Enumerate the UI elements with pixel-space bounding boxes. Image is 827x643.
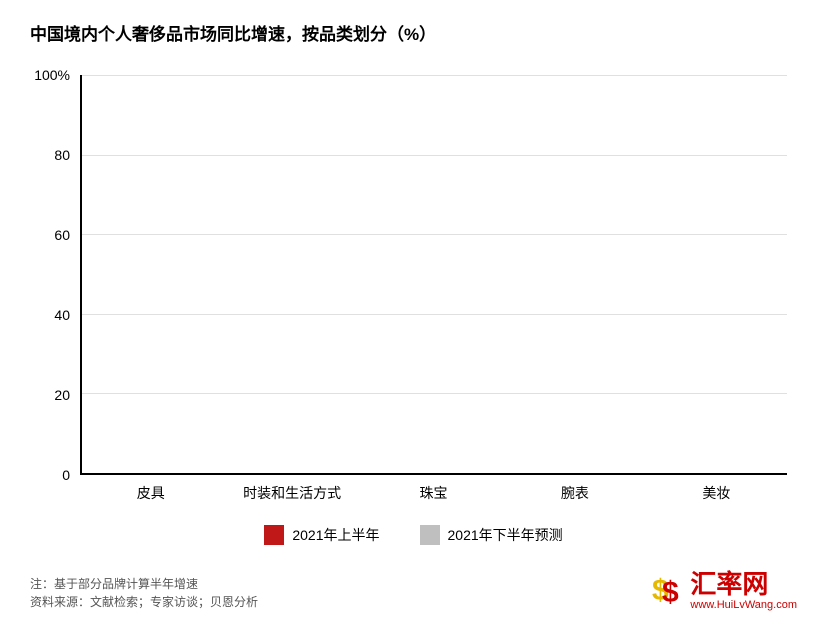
plot-area (80, 75, 787, 475)
chart-title: 中国境内个人奢侈品市场同比增速，按品类划分（%） (30, 20, 797, 45)
y-tick: 100% (34, 67, 70, 83)
y-tick: 20 (54, 387, 70, 403)
legend-item: 2021年下半年预测 (420, 525, 563, 545)
y-tick: 40 (54, 307, 70, 323)
y-axis: 020406080100% (30, 75, 75, 475)
legend-label: 2021年下半年预测 (448, 525, 563, 545)
legend-swatch (420, 525, 440, 545)
gridline (82, 314, 787, 315)
gridline (82, 393, 787, 394)
y-tick: 60 (54, 227, 70, 243)
x-label: 珠宝 (363, 483, 504, 503)
x-label: 腕表 (504, 483, 645, 503)
legend: 2021年上半年 2021年下半年预测 (30, 525, 797, 545)
note-line-2: 资料来源：文献检索；专家访谈；贝恩分析 (30, 593, 258, 611)
x-label: 皮具 (80, 483, 221, 503)
gridline (82, 75, 787, 76)
x-axis-labels: 皮具时装和生活方式珠宝腕表美妆 (80, 483, 787, 503)
svg-text:$: $ (662, 576, 679, 609)
watermark-cn: 汇率网 (690, 570, 797, 599)
legend-item: 2021年上半年 (264, 525, 379, 545)
chart-area: 020406080100% 皮具时装和生活方式珠宝腕表美妆 (80, 75, 787, 475)
footer: 注：基于部分品牌计算半年增速 资料来源：文献检索；专家访谈；贝恩分析 $ $ 汇… (30, 570, 797, 611)
note-line-1: 注：基于部分品牌计算半年增速 (30, 575, 258, 593)
gridline (82, 155, 787, 156)
gridline (82, 234, 787, 235)
legend-label: 2021年上半年 (292, 525, 379, 545)
footnotes: 注：基于部分品牌计算半年增速 资料来源：文献检索；专家访谈；贝恩分析 (30, 575, 258, 611)
legend-swatch (264, 525, 284, 545)
bars-container (82, 75, 787, 473)
y-tick: 80 (54, 147, 70, 163)
x-label: 时装和生活方式 (221, 483, 362, 503)
y-tick: 0 (62, 467, 70, 483)
watermark: $ $ 汇率网 www.HuiLvWang.com (644, 570, 797, 611)
watermark-url: www.HuiLvWang.com (690, 599, 797, 611)
watermark-icon: $ $ (644, 570, 684, 610)
x-label: 美妆 (646, 483, 787, 503)
